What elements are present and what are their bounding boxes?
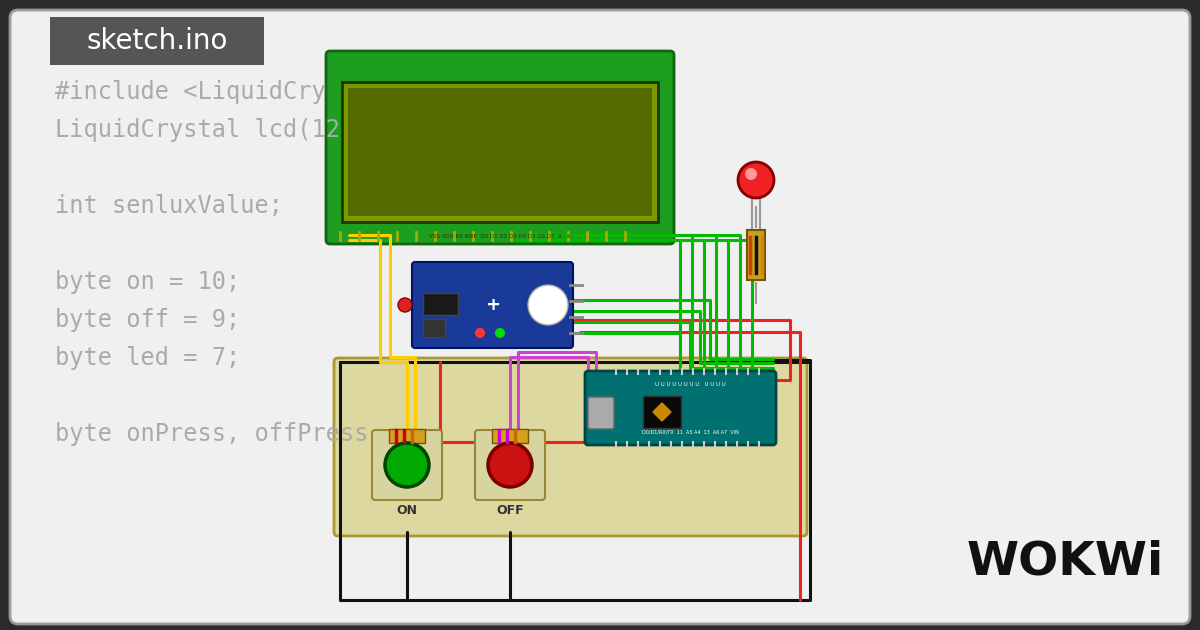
Text: OFF: OFF: [496, 503, 524, 517]
Text: D0/D1/RX/TX  11  A5 A4  13  A6 A7  VIN: D0/D1/RX/TX 11 A5 A4 13 A6 A7 VIN: [642, 430, 738, 435]
Bar: [348, 88, 652, 216]
FancyBboxPatch shape: [50, 17, 264, 65]
Polygon shape: [653, 403, 671, 421]
Circle shape: [496, 328, 505, 338]
Text: +: +: [486, 296, 500, 314]
Circle shape: [738, 162, 774, 198]
FancyBboxPatch shape: [588, 397, 614, 429]
Circle shape: [528, 285, 568, 325]
Text: LiquidCrystal lcd(12: LiquidCrystal lcd(12: [55, 118, 340, 142]
Text: WOKWi: WOKWi: [966, 539, 1164, 585]
Bar: [492, 429, 528, 443]
FancyBboxPatch shape: [10, 10, 1190, 624]
Text: byte off = 9;: byte off = 9;: [55, 308, 240, 332]
Bar: [424, 293, 458, 315]
Bar: [643, 396, 682, 428]
FancyBboxPatch shape: [586, 371, 776, 445]
Circle shape: [398, 298, 412, 312]
Bar: [746, 230, 766, 280]
Text: VSS VDD RS RWE  D0 D1 D2 D3 D4 D5 D6 D7  A   K: VSS VDD RS RWE D0 D1 D2 D3 D4 D5 D6 D7 A…: [430, 234, 571, 239]
Text: ON: ON: [396, 503, 418, 517]
Text: byte on = 10;: byte on = 10;: [55, 270, 240, 294]
FancyBboxPatch shape: [334, 358, 808, 536]
Text: byte led = 7;: byte led = 7;: [55, 346, 240, 370]
Circle shape: [385, 443, 430, 487]
FancyBboxPatch shape: [475, 430, 545, 500]
Text: int senluxValue;: int senluxValue;: [55, 194, 283, 218]
Circle shape: [488, 443, 532, 487]
FancyBboxPatch shape: [372, 430, 442, 500]
Bar: [389, 429, 425, 443]
Bar: [342, 82, 658, 222]
Text: #include <LiquidCry: #include <LiquidCry: [55, 80, 325, 104]
Text: sketch.ino: sketch.ino: [86, 27, 228, 55]
FancyBboxPatch shape: [412, 262, 574, 348]
Text: U U U U U U U U   U U U U: U U U U U U U U U U U U: [655, 382, 725, 386]
Bar: [424, 319, 445, 337]
Text: byte onPress, offPress: byte onPress, offPress: [55, 422, 368, 446]
FancyBboxPatch shape: [326, 51, 674, 244]
Circle shape: [475, 328, 485, 338]
Circle shape: [745, 168, 757, 180]
